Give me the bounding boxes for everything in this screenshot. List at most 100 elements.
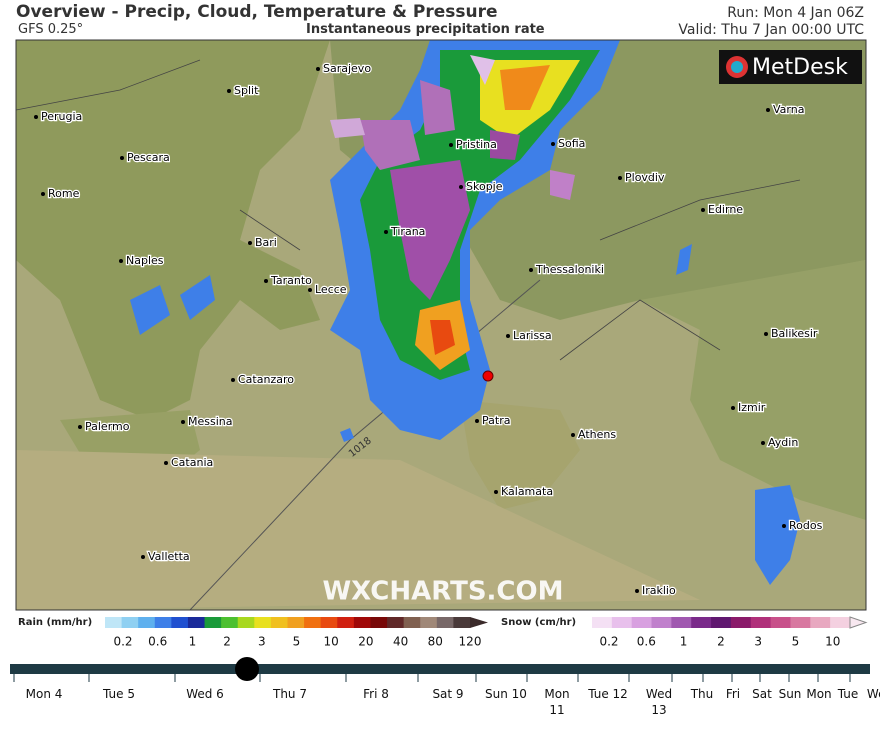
city-dot (316, 67, 320, 71)
city-dot (248, 241, 252, 245)
timeline-day[interactable]: Wed 6 (186, 687, 224, 701)
rain-color-cell (387, 617, 405, 628)
logo-icon-inner (731, 61, 743, 73)
map-frame (15, 39, 867, 611)
city-label: Patra (482, 414, 510, 427)
snow-tick-label: 3 (754, 635, 762, 649)
city-dot (78, 425, 82, 429)
timeline-day[interactable]: Fri 8 (363, 687, 389, 701)
timeline-day[interactable]: Thu 7 (273, 687, 307, 701)
rain-tick-label: 20 (358, 635, 373, 649)
rain-color-cell (204, 617, 222, 628)
rain-color-cell (171, 617, 189, 628)
snow-color-cell (711, 617, 732, 628)
city-label: Athens (578, 428, 616, 441)
city-label: Rome (48, 187, 80, 200)
city-dot (529, 268, 533, 272)
snow-color-cell (750, 617, 772, 628)
model: GFS 0.25° (18, 22, 84, 37)
snow-color-cell (651, 617, 672, 628)
rain-tick-label: 40 (393, 635, 408, 649)
rain-color-cell (453, 617, 471, 628)
city-label: Tirana (390, 225, 425, 238)
snow-color-cell (631, 617, 653, 628)
rain-color-cell (221, 617, 239, 628)
city-dot (459, 185, 463, 189)
city-dot (635, 589, 639, 593)
timeline-day[interactable]: Mon 11 (544, 687, 570, 717)
rain-label: Rain (mm/hr) (18, 617, 92, 628)
product: Instantaneous precipitation rate (306, 22, 545, 37)
snow-color-cell (691, 617, 712, 628)
snow-tick-label: 1 (680, 635, 688, 649)
title: Overview - Precip, Cloud, Temperature & … (16, 2, 498, 22)
timeline-day[interactable]: Mon (806, 687, 832, 701)
city-label: Bari (255, 236, 277, 249)
city-dot (34, 115, 38, 119)
city-dot (494, 490, 498, 494)
timeline-day[interactable]: Sun 10 (485, 687, 527, 701)
timeline-day[interactable]: Sat 9 (432, 687, 464, 701)
timeline-day[interactable]: Fri (725, 687, 741, 701)
city-dot (782, 524, 786, 528)
city-label: Split (234, 84, 259, 97)
city-dot (227, 89, 231, 93)
rain-color-cell (270, 617, 288, 628)
rain-color-cell (187, 617, 206, 628)
snow-color-cell (770, 617, 791, 628)
rain-color-cell (320, 617, 338, 628)
rain-color-cell (304, 617, 322, 628)
rain-tick-label: 5 (293, 635, 301, 649)
timeline-day[interactable]: Tue (837, 687, 859, 701)
city-label: Catanzaro (238, 373, 294, 386)
timeline-day[interactable]: Wed 13 (645, 687, 673, 717)
rain-color-cell (254, 617, 272, 628)
timeline-day[interactable]: Sun (778, 687, 802, 701)
snow-tick-label: 0.2 (599, 635, 618, 649)
city-label: Larissa (513, 329, 552, 342)
location-marker (482, 370, 494, 382)
timeline-day[interactable]: Mon 4 (25, 687, 63, 701)
snow-color-cell (790, 617, 811, 628)
city-label: Sofia (558, 137, 585, 150)
snow-color-cell (730, 617, 752, 628)
city-label: Catania (171, 456, 213, 469)
logo-text: MetDesk (752, 55, 848, 80)
rain-color-cell (353, 617, 371, 628)
rain-tick-label: 0.2 (113, 635, 132, 649)
timeline-day[interactable]: Thu (690, 687, 714, 701)
timeline-day[interactable]: Tue 12 (588, 687, 628, 701)
run: Run: Mon 4 Jan 06Z (727, 5, 864, 21)
valid: Valid: Thu 7 Jan 00:00 UTC (678, 22, 864, 38)
city-label: Aydin (768, 436, 798, 449)
city-dot (141, 555, 145, 559)
timeline-day[interactable]: Wed (866, 687, 880, 701)
city-dot (181, 420, 185, 424)
city-dot (731, 406, 735, 410)
city-label: Naples (126, 254, 164, 267)
city-label: Varna (773, 103, 804, 116)
city-dot (120, 156, 124, 160)
timeline-day[interactable]: Tue 5 (103, 687, 135, 701)
city-label: Messina (188, 415, 233, 428)
city-label: Perugia (41, 110, 82, 123)
rain-color-cell (420, 617, 438, 628)
snow-tick-label: 0.6 (637, 635, 656, 649)
city-label: Thessaloniki (535, 263, 604, 276)
city-dot (449, 143, 453, 147)
timeline-day[interactable]: Sat (752, 687, 772, 701)
city-dot (264, 279, 268, 283)
rain-color-cell (370, 617, 388, 628)
city-dot (384, 230, 388, 234)
city-dot (761, 441, 765, 445)
snow-color-cell (671, 617, 692, 628)
snow-bar-arrow (849, 616, 868, 629)
city-label: Kalamata (501, 485, 553, 498)
timeline-handle[interactable] (235, 657, 259, 681)
rain-color-cell (337, 617, 355, 628)
snow-color-cell (592, 617, 613, 628)
city-label: Sarajevo (323, 62, 371, 75)
city-label: Skopje (466, 180, 503, 193)
city-dot (475, 419, 479, 423)
